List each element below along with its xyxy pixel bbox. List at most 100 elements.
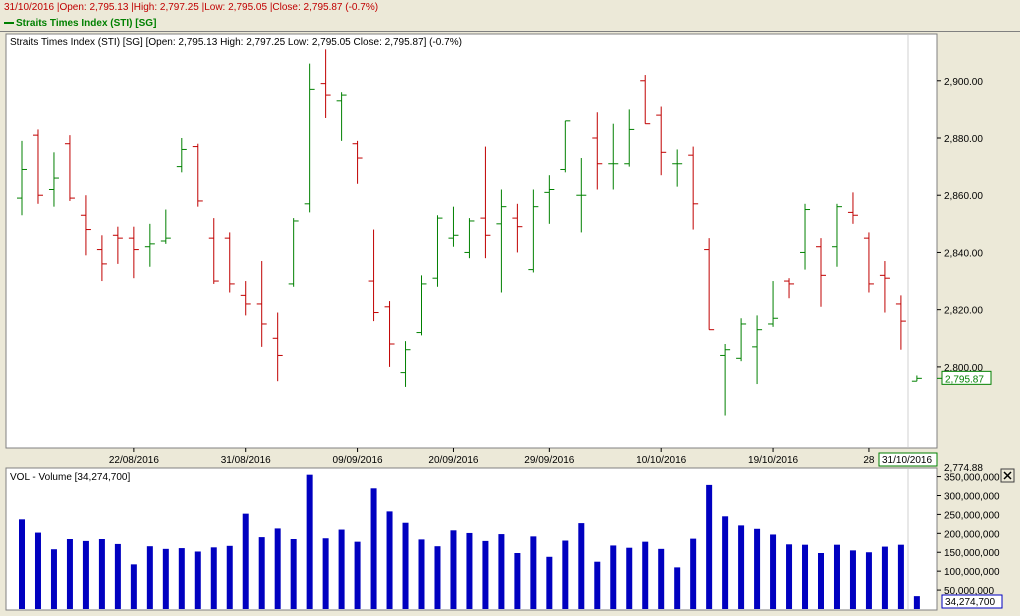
- price-x-tick-label: 28: [863, 455, 875, 466]
- volume-bar: [82, 540, 89, 609]
- volume-bar: [754, 528, 761, 609]
- volume-bar: [849, 550, 856, 609]
- volume-y-axis: 50,000,000 100,000,000 150,000,000 200,000,…: [937, 473, 1000, 597]
- legend-line-icon: [4, 22, 14, 25]
- ohlc-bar: [352, 140, 363, 184]
- ohlc-bar: [32, 129, 43, 204]
- ohlc-bar: [272, 312, 283, 382]
- volume-bar: [706, 484, 713, 609]
- ohlc-bar: [368, 229, 379, 322]
- volume-bar: [722, 516, 729, 609]
- last-date-tag-box: [878, 452, 938, 467]
- price-x-tick-label: 09/09/2016: [333, 455, 383, 466]
- price-x-tick-label: 31/08/2016: [221, 455, 271, 466]
- ohlc-bar: [464, 218, 475, 259]
- price-panel[interactable]: [5, 33, 938, 449]
- volume-bar: [274, 528, 281, 609]
- volume-bar: [114, 543, 121, 609]
- last-volume-tag-box: [941, 594, 1003, 609]
- price-y-tick-label: 2,840.00: [944, 248, 983, 259]
- ohlc-bar: [496, 189, 507, 293]
- ohlc-bar: [480, 146, 491, 259]
- volume-bar: [418, 539, 425, 609]
- volume-y-tick-label: 50,000,000: [944, 586, 994, 597]
- volume-bar: [897, 544, 904, 609]
- ohlc-bar: [624, 109, 635, 167]
- ohlc-bar: [768, 281, 779, 327]
- last-volume-tag: 34,274,700: [945, 597, 995, 608]
- price-x-tick-label: 19/10/2016: [748, 455, 798, 466]
- close-volume-panel-button[interactable]: [1000, 468, 1015, 483]
- volume-y-tick-label: 250,000,000: [944, 510, 1000, 521]
- ohlc-bar: [863, 232, 874, 293]
- ohlc-bar: [17, 140, 27, 216]
- ohlc-bar: [800, 203, 811, 270]
- ohlc-bar: [608, 123, 619, 190]
- legend-label[interactable]: Straits Times Index (STI) [SG]: [16, 18, 157, 29]
- ohlc-series[interactable]: [17, 49, 922, 416]
- ohlc-bar: [720, 344, 731, 416]
- ohlc-bar: [560, 120, 571, 173]
- ohlc-bar: [64, 135, 75, 201]
- price-tags: 2,795.87 31/10/2016: [878, 370, 992, 467]
- volume-bar: [338, 529, 345, 609]
- volume-bar: [562, 540, 569, 609]
- ohlc-bar: [192, 143, 203, 207]
- volume-bar: [530, 536, 537, 609]
- ohlc-bar: [847, 192, 858, 224]
- ohlc-bar: [176, 138, 187, 173]
- last-date-tag: 31/10/2016: [882, 455, 932, 466]
- ohlc-bar: [512, 203, 523, 253]
- ohlc-bar: [320, 49, 331, 118]
- quote-low: |Low: 2,795.05: [201, 2, 268, 13]
- ohlc-bar: [704, 238, 715, 331]
- ohlc-bar: [448, 206, 459, 247]
- volume-bar: [210, 547, 217, 609]
- quote-close: |Close: 2,795.87 (-0.7%): [269, 2, 379, 13]
- volume-tags: 34,274,700: [941, 594, 1003, 609]
- ohlc-bar: [656, 106, 667, 176]
- ohlc-bar: [336, 92, 347, 141]
- volume-bar: [242, 513, 249, 609]
- volume-bar: [434, 546, 441, 609]
- volume-bar: [738, 525, 745, 609]
- volume-bar: [514, 553, 521, 609]
- volume-bar: [146, 546, 153, 609]
- ohlc-bar: [112, 226, 123, 264]
- volume-bar: [482, 540, 489, 609]
- volume-bar: [818, 553, 824, 609]
- ohlc-bar: [432, 215, 443, 287]
- quote-open: |Open: 2,795.13: [56, 2, 129, 13]
- volume-bar: [34, 532, 41, 609]
- ohlc-bar: [304, 63, 315, 213]
- ohlc-bar: [80, 195, 91, 256]
- price-y-tick-label: 2,820.00: [944, 306, 983, 317]
- price-y-tick-label: 2,880.00: [944, 134, 983, 145]
- volume-bar: [354, 541, 361, 609]
- ohlc-bar: [224, 232, 235, 293]
- ohlc-bar: [160, 209, 171, 244]
- volume-bar: [370, 488, 377, 609]
- price-axis-bottom-label: 2,774.88: [944, 463, 983, 474]
- last-price-tag-box: [941, 370, 992, 385]
- ohlc-bar: [911, 375, 922, 382]
- volume-bar: [498, 534, 505, 609]
- quote-high: |High: 2,797.25: [131, 2, 199, 13]
- volume-bar: [226, 545, 233, 609]
- ohlc-bar: [895, 295, 906, 350]
- volume-bar: [578, 523, 585, 609]
- ohlc-bar: [831, 203, 842, 267]
- volume-bar: [402, 522, 409, 609]
- volume-bar: [306, 474, 313, 609]
- volume-bar: [450, 530, 457, 609]
- volume-bar: [594, 561, 601, 609]
- volume-bar: [658, 548, 665, 609]
- volume-bar: [786, 544, 793, 609]
- volume-series[interactable]: [19, 474, 920, 609]
- price-y-tick-label: 2,800.00: [944, 363, 983, 374]
- volume-bar: [802, 544, 809, 609]
- volume-panel-title: VOL - Volume [34,274,700]: [10, 472, 130, 483]
- ohlc-bar: [400, 341, 411, 387]
- ohlc-bar: [879, 261, 890, 313]
